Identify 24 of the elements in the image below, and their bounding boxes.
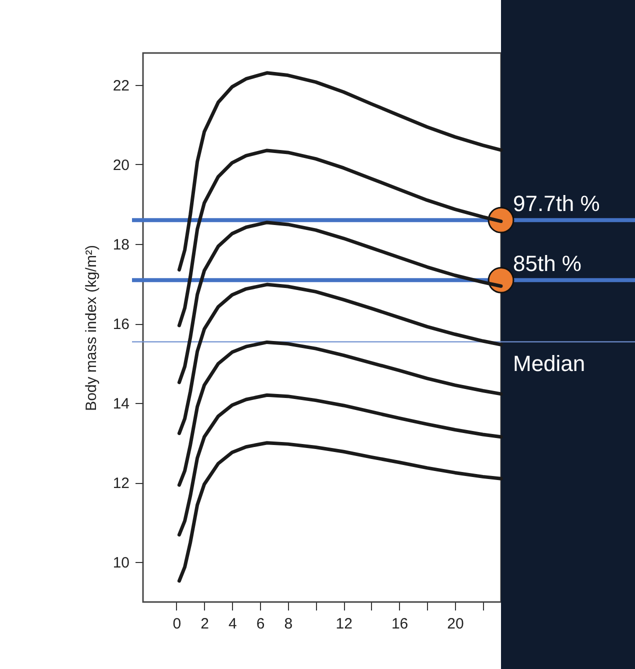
x-tick-label: 20 xyxy=(447,616,464,632)
y-tick-label: 16 xyxy=(112,316,130,334)
y-tick-label: 22 xyxy=(112,77,130,94)
ref-line-label: Median xyxy=(513,350,586,376)
x-tick-label: 16 xyxy=(391,616,408,632)
line-series xyxy=(177,441,503,583)
ref-line-label: 97.7th % xyxy=(513,191,600,216)
y-tick-label: 18 xyxy=(112,236,130,254)
x-tick-label: 8 xyxy=(284,616,293,632)
y-tick-label: 10 xyxy=(112,554,130,572)
y-tick-label: 14 xyxy=(112,396,130,413)
line-series xyxy=(177,393,503,537)
y-tick-label: 20 xyxy=(112,156,130,174)
y-tick-label: 12 xyxy=(112,475,130,492)
x-tick-label: 0 xyxy=(172,616,182,632)
x-tick-label: 12 xyxy=(336,616,352,632)
y-axis-title: Body mass index (kg/m²) xyxy=(82,245,100,411)
line-series xyxy=(177,71,503,272)
ref-line-label: 85th % xyxy=(513,251,582,276)
line-series xyxy=(177,340,503,487)
x-tick-label: 6 xyxy=(256,616,265,632)
x-tick-label: 2 xyxy=(200,616,209,632)
x-tick-label: 4 xyxy=(228,616,237,632)
line-series xyxy=(177,282,503,436)
